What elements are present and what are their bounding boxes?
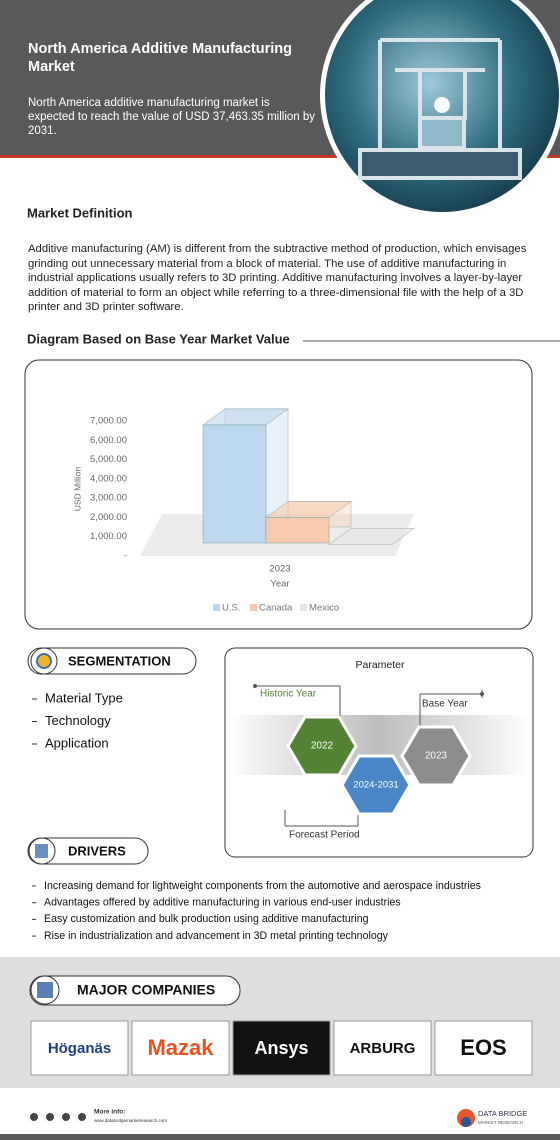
chart-frame — [24, 359, 533, 630]
legend-label: Canada — [259, 603, 293, 614]
list-item: Easy customization and bulk production u… — [44, 913, 369, 925]
logo-box — [434, 1020, 533, 1076]
y-tick-label: 7,000.00 — [90, 416, 127, 427]
logo: EOS — [460, 1035, 506, 1060]
icon — [78, 1113, 86, 1121]
parameter-title: Parameter — [355, 659, 405, 671]
definition-text: Additive manufacturing (AM) is different… — [28, 243, 527, 313]
hex-label: 2022 — [311, 741, 334, 752]
bar-top — [327, 528, 416, 545]
drivers-list: Increasing demand for lightweight compon… — [32, 880, 481, 942]
legend-label: Mexico — [309, 603, 339, 614]
bar — [202, 424, 267, 544]
legend-swatch — [213, 604, 220, 611]
param-label: Forecast Period — [289, 830, 360, 841]
list-item: Increasing demand for lightweight compon… — [44, 880, 481, 892]
connector-dot — [253, 684, 257, 688]
title: North America Additive Manufacturing Mar… — [28, 41, 292, 75]
list-item: Material Type — [45, 690, 123, 705]
x-tick-label: 2023 — [269, 564, 290, 575]
logo-box — [30, 1020, 129, 1076]
footer-band — [0, 1134, 560, 1140]
hexagon — [286, 715, 358, 777]
y-tick-label: 4,000.00 — [90, 473, 127, 484]
icon-glyph — [35, 844, 48, 858]
connector-dot — [480, 692, 484, 696]
list-item: Rise in industrialization and advancemen… — [44, 930, 389, 942]
hexagon — [340, 754, 412, 816]
list-item: Application — [45, 735, 109, 750]
logos: Höganäs Mazak Ansys ARBURG EOS — [30, 1020, 533, 1076]
logo-box — [333, 1020, 432, 1076]
pill — [29, 975, 241, 1006]
logo-box — [131, 1020, 230, 1076]
pill-label: SEGMENTATION — [68, 653, 171, 668]
segmentation-list: Material Type Technology Application — [32, 690, 123, 750]
bar — [265, 517, 330, 544]
logo: ARBURG — [350, 1040, 416, 1057]
chart: - 1,000.00 2,000.00 3,000.00 4,000.00 5,000.0… — [72, 408, 416, 614]
y-tick-label: - — [124, 551, 127, 562]
x-axis-label: Year — [270, 579, 289, 590]
section-heading: Market Definition — [27, 205, 133, 220]
pill — [27, 647, 197, 675]
list-item: Technology — [45, 713, 111, 728]
legend-swatch — [250, 604, 257, 611]
y-tick-label: 1,000.00 — [90, 531, 127, 542]
section-heading: Diagram Based on Base Year Market Value — [27, 331, 290, 346]
y-axis-label: USD Million — [72, 467, 82, 512]
logo: Ansys — [254, 1038, 308, 1058]
brand: DATA BRIDGE — [478, 1109, 527, 1118]
pill-label: MAJOR COMPANIES — [77, 982, 215, 998]
brand-sub: MARKET RESEARCH — [478, 1120, 523, 1125]
footer-label: More info: — [94, 1109, 125, 1116]
pill-label: DRIVERS — [68, 843, 126, 858]
list-item: Advantages offered by additive manufactu… — [44, 896, 401, 908]
hex-label: 2023 — [425, 751, 448, 762]
icon-glyph — [36, 653, 52, 669]
icon — [46, 1113, 54, 1121]
legend-swatch — [300, 604, 307, 611]
footer-url: www.databridgemarketresearch.com — [94, 1118, 167, 1123]
header-rule — [0, 155, 560, 158]
y-tick-label: 5,000.00 — [90, 454, 127, 465]
param-label: Base Year — [422, 699, 468, 710]
logo-box — [232, 1020, 331, 1076]
y-tick-label: 6,000.00 — [90, 435, 127, 446]
y-tick-label: 2,000.00 — [90, 512, 127, 523]
param-label: Historic Year — [260, 689, 317, 700]
y-tick-label: 3,000.00 — [90, 493, 127, 504]
social-icons — [30, 1113, 86, 1121]
hex-label: 2024-2031 — [353, 780, 398, 791]
brand-mark — [461, 1117, 471, 1127]
logo: Höganäs — [48, 1040, 111, 1057]
printer-drawing — [358, 38, 522, 180]
icon — [30, 1113, 38, 1121]
logo: Mazak — [147, 1035, 214, 1060]
hexagon — [400, 725, 472, 787]
summary: North America additive manufacturing mar… — [28, 97, 316, 137]
pill — [27, 837, 149, 865]
icon-glyph — [37, 982, 53, 998]
legend-label: U.S. — [222, 603, 240, 614]
icon — [62, 1113, 70, 1121]
